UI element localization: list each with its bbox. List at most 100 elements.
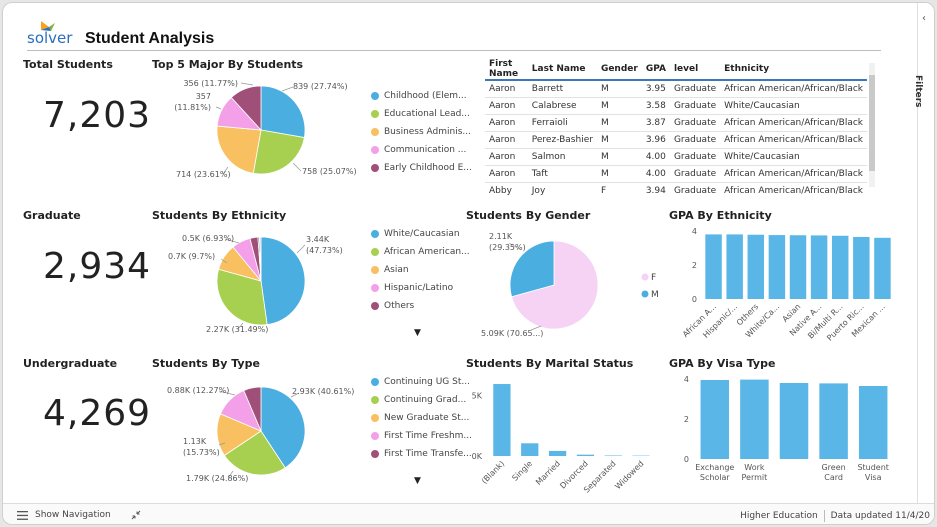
show-navigation-button[interactable]: Show Navigation [17,510,141,520]
pie-slice[interactable] [259,236,262,282]
table-row[interactable]: Aaron Calabrese M 3.58 Graduate White/Caucasi… [485,97,867,115]
legend-item[interactable]: Communication ... [371,141,472,159]
bar[interactable] [831,235,849,299]
legend-label[interactable]: M [651,290,659,300]
page-title: Student Analysis [85,30,215,47]
legend-swatch [641,273,649,281]
bar[interactable] [521,443,539,456]
kpi-undergraduate-value: 4,269 [43,393,152,434]
filters-pane[interactable] [917,3,934,503]
pie-data-label: 714 (23.61%) [176,170,231,179]
bar[interactable] [705,234,722,299]
legend-swatch [371,266,379,274]
pie-slice[interactable] [223,430,286,476]
filters-pane-label[interactable]: Filters [913,75,923,108]
table-scrollbar[interactable] [869,63,875,187]
legend-item[interactable]: Hispanic/Latino [371,279,470,297]
type-legend-more-icon[interactable]: ▼ [414,476,421,486]
legend-swatch [641,290,649,298]
collapse-arrows-icon[interactable] [131,510,141,520]
bar[interactable] [853,236,870,299]
pie-data-label: 0.7K (9.7%) [168,252,215,261]
chevron-left-icon[interactable]: ‹ [922,13,926,24]
legend-item[interactable]: Business Adminis... [371,123,472,141]
legend-item[interactable]: New Graduate St... [371,409,472,427]
legend-item[interactable]: Continuing UG St... [371,373,472,391]
column-header[interactable]: GPA [641,59,670,81]
x-tick-label: Scholar [700,473,731,482]
bar[interactable] [747,234,765,299]
bar[interactable] [874,237,891,299]
column-header[interactable]: Last Name [527,59,597,81]
pie-slice[interactable] [230,85,262,132]
student-table[interactable]: First Name Last Name Gender GPA level Ethnici… [485,59,877,199]
x-tick-label: Exchange [695,463,734,472]
bar[interactable] [740,379,769,459]
table-cell: Graduate [669,97,721,115]
legend-item[interactable]: Educational Lead... [371,105,472,123]
legend-item[interactable]: Childhood (Elem... [371,87,472,105]
column-header[interactable]: Ethnicity [720,59,867,81]
table-cell: Abby [485,182,528,199]
column-header[interactable]: Gender [596,59,642,81]
table-cell: 4.00 [641,148,670,166]
table-row[interactable]: Aaron Perez-Bashier M 3.96 Graduate African A… [485,131,867,149]
table-cell: Graduate [669,165,721,183]
pie-data-label: 0.88K (12.27%) [167,386,229,395]
x-tick-label: Single [510,459,534,483]
x-tick-label: Card [824,473,843,482]
table-row[interactable]: Abby Joy F 3.94 Graduate African American/Afr… [485,182,867,199]
table-row[interactable]: Aaron Ferraioli M 3.87 Graduate African Ameri… [485,114,867,132]
table-cell: 4.00 [641,165,670,183]
legend-label: Continuing UG St... [384,377,470,387]
pie-slice[interactable] [252,129,305,175]
legend-item[interactable]: Others [371,297,470,315]
legend-item[interactable]: White/Caucasian [371,225,470,243]
bar[interactable] [810,235,828,299]
legend-swatch [371,128,379,136]
pie-slice[interactable] [260,236,306,326]
table-row[interactable]: Aaron Taft M 4.00 Graduate African American/A… [485,165,867,183]
pie-slice[interactable] [216,125,262,174]
pie-data-label: 839 (27.74%) [293,82,348,91]
x-tick-label: Widowed [613,459,645,491]
table-scrollbar-thumb[interactable] [869,75,875,171]
bar[interactable] [768,235,786,299]
legend-item[interactable]: Early Childhood E... [371,159,472,177]
pie-slice[interactable] [511,240,599,330]
legend-item[interactable]: First Time Freshm... [371,427,472,445]
table-cell: Ferraioli [527,114,597,132]
legend-label: Hispanic/Latino [384,283,454,293]
bar[interactable] [576,454,595,456]
column-header[interactable]: First Name [485,59,528,81]
column-header[interactable]: level [669,59,721,81]
bar[interactable] [548,450,567,456]
table-cell: White/Caucasian [720,97,867,115]
pie-slice[interactable] [216,268,268,326]
legend-item[interactable]: First Time Transfe... [371,445,472,463]
legend-swatch [371,396,379,404]
table-row[interactable]: Aaron Barrett M 3.95 Graduate African America… [485,80,867,98]
bar[interactable] [858,386,888,459]
table-cell: Joy [527,182,597,199]
bar[interactable] [779,383,809,459]
bar[interactable] [700,380,730,459]
pie-slice[interactable] [243,386,262,432]
bar[interactable] [789,235,807,299]
bar[interactable] [726,234,743,299]
legend-item[interactable]: Continuing Grad... [371,391,472,409]
legend-item[interactable]: Asian [371,261,470,279]
table-cell: Aaron [485,80,528,98]
legend-item[interactable]: African American... [371,243,470,261]
bar[interactable] [819,383,848,459]
legend-swatch [371,432,379,440]
ethnicity-legend-more-icon[interactable]: ▼ [414,328,421,338]
pie-slice[interactable] [509,240,555,298]
table-row[interactable]: Aaron Salmon M 4.00 Graduate White/Caucasian [485,148,867,166]
pie-data-label: 2.11K [489,232,513,241]
pie-slice[interactable] [260,85,306,139]
legend-label[interactable]: F [651,273,656,283]
bar[interactable] [493,384,511,456]
